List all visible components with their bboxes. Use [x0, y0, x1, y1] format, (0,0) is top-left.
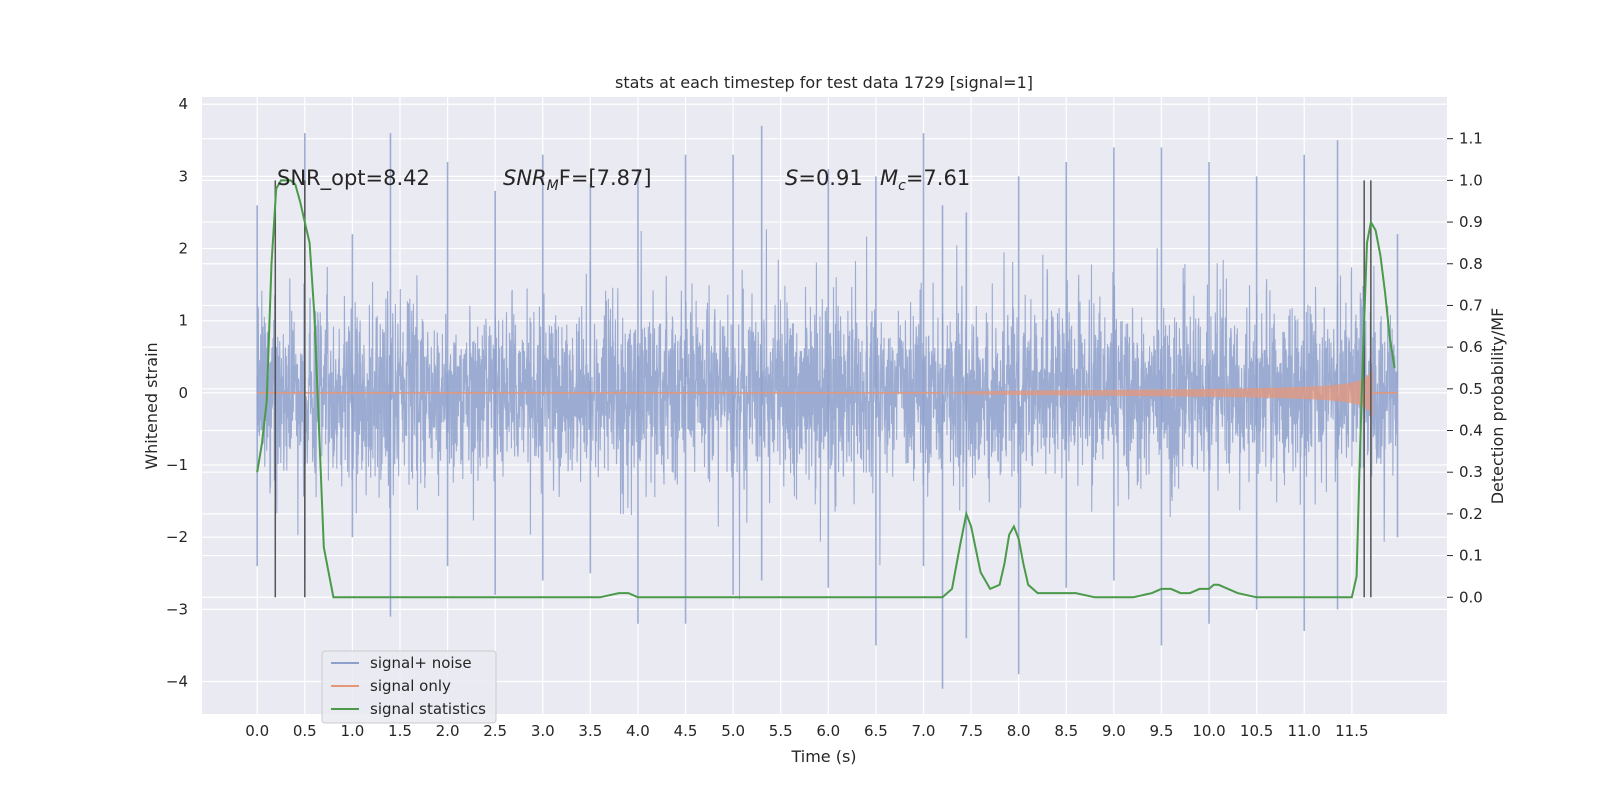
- x-tick-label: 1.5: [388, 722, 412, 740]
- x-tick-label: 2.5: [483, 722, 507, 740]
- y2-tick-label: 0.1: [1459, 547, 1483, 565]
- y2-tick-label: 0.5: [1459, 380, 1483, 398]
- legend-label-signal-plus-noise: signal+ noise: [370, 654, 472, 672]
- x-tick-label: 11.0: [1288, 722, 1321, 740]
- annotation-s-symbol: S: [785, 166, 798, 190]
- signal-only-series: [257, 368, 1398, 418]
- x-tick-label: 2.0: [436, 722, 460, 740]
- x-tick-labels: 0.0 0.5 1.0 1.5 2.0 2.5 3.0 3.5 4.0 4.5 5.0 5.5 6.0 6…: [245, 722, 1368, 740]
- x-tick-label: 10.5: [1240, 722, 1273, 740]
- x-tick-label: 3.0: [531, 722, 555, 740]
- annotation-mc: Mc=7.61: [880, 166, 970, 194]
- vertical-markers: [274, 180, 1372, 598]
- y2-tick-label: 0.8: [1459, 255, 1483, 273]
- x-tick-label: 0.5: [293, 722, 317, 740]
- x-tick-label: 4.5: [674, 722, 698, 740]
- x-axis-label: Time (s): [790, 747, 856, 766]
- x-tick-label: 0.0: [245, 722, 269, 740]
- annotation-mc-value: =7.61: [906, 166, 970, 190]
- y-tick-label: −1: [166, 456, 188, 474]
- annotation-mc-subscript: c: [898, 178, 906, 194]
- y2-tick-label: 0.7: [1459, 296, 1483, 314]
- x-tick-label: 10.0: [1192, 722, 1225, 740]
- y-tick-label: −4: [166, 673, 188, 691]
- chart-title: stats at each timestep for test data 172…: [615, 73, 1033, 92]
- x-tick-label: 8.0: [1007, 722, 1031, 740]
- y2-tick-label: 0.9: [1459, 213, 1483, 231]
- legend: signal+ noise signal only signal statist…: [321, 650, 497, 724]
- y-tick-label: 0: [178, 384, 188, 402]
- y-tick-labels: 4 3 2 1 0 −1 −2 −3 −4: [166, 95, 188, 690]
- y2-tick-label: 1.0: [1459, 171, 1483, 189]
- y2-tick-label: 0.3: [1459, 463, 1483, 481]
- annotation-snr-mf-subscript: M: [547, 178, 559, 194]
- x-tick-label: 5.0: [721, 722, 745, 740]
- y2-tick-label: 1.1: [1459, 130, 1483, 148]
- x-tick-label: 8.5: [1054, 722, 1078, 740]
- annotation-s-value: =0.91: [798, 166, 862, 190]
- x-tick-label: 6.5: [864, 722, 888, 740]
- x-tick-label: 7.5: [959, 722, 983, 740]
- signal-statistics-line: [256, 179, 1396, 599]
- x-tick-label: 1.0: [340, 722, 364, 740]
- legend-label-signal-statistics: signal statistics: [370, 700, 486, 718]
- annotation-snr-mf-symbol: SNR: [503, 166, 547, 190]
- signal-statistics-series: [256, 179, 1396, 599]
- x-tick-label: 9.0: [1102, 722, 1126, 740]
- y2-tick-label: 0.4: [1459, 422, 1483, 440]
- annotation-s: S=0.91: [785, 166, 863, 190]
- y-tick-label: −2: [166, 528, 188, 546]
- annotation-snr-mf-value: F=[7.87]: [559, 166, 652, 190]
- x-tick-label: 5.5: [769, 722, 793, 740]
- annotation-snr-opt: SNR_opt=8.42: [277, 166, 430, 191]
- y2-tick-label: 0.2: [1459, 505, 1483, 523]
- y-tick-label: 2: [178, 240, 188, 258]
- x-tick-label: 4.0: [626, 722, 650, 740]
- y-tick-label: 1: [178, 312, 188, 330]
- signal-only-chirp: [942, 368, 1373, 418]
- annotation-snr-mf: SNRMF=[7.87]: [503, 166, 652, 194]
- y2-axis-label: Detection probability/MF: [1488, 308, 1507, 505]
- legend-label-signal-only: signal only: [370, 677, 451, 695]
- y2-tick-labels: 1.1 1.0 0.9 0.8 0.7 0.6 0.5 0.4 0.3 0.2 0.1 0.0: [1447, 130, 1483, 606]
- y-tick-label: 4: [178, 95, 188, 113]
- y2-tick-label: 0.6: [1459, 338, 1483, 356]
- y-tick-label: 3: [178, 167, 188, 185]
- x-tick-label: 9.5: [1150, 722, 1174, 740]
- y-tick-label: −3: [166, 600, 188, 618]
- x-tick-label: 11.5: [1335, 722, 1368, 740]
- legend-box: [321, 650, 497, 724]
- y2-tick-label: 0.0: [1459, 588, 1483, 606]
- y-axis-label: Whitened strain: [142, 342, 161, 469]
- annotation-mc-symbol: M: [880, 166, 898, 190]
- x-tick-label: 6.0: [816, 722, 840, 740]
- x-tick-label: 7.0: [912, 722, 936, 740]
- x-tick-label: 3.5: [578, 722, 602, 740]
